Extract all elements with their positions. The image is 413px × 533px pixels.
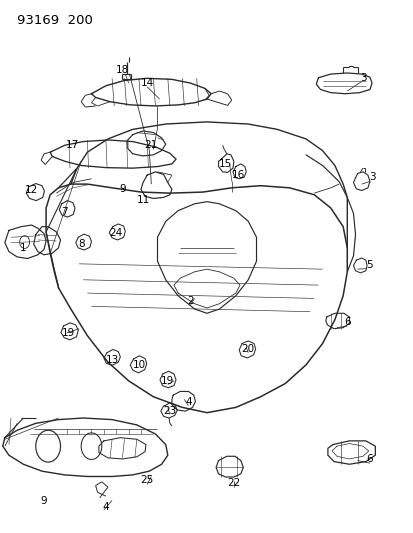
Text: 6: 6 (366, 454, 373, 464)
Text: 10: 10 (132, 360, 145, 370)
Text: 13: 13 (105, 354, 119, 365)
Text: 9: 9 (119, 184, 126, 195)
Text: 25: 25 (140, 475, 153, 485)
Text: 22: 22 (227, 478, 240, 488)
Text: 1: 1 (20, 243, 26, 253)
Text: 5: 5 (366, 260, 373, 270)
Text: 21: 21 (144, 140, 157, 150)
Text: 14: 14 (140, 78, 153, 88)
Text: 4: 4 (102, 502, 109, 512)
Text: 15: 15 (218, 159, 232, 169)
Text: 19: 19 (62, 328, 75, 338)
Text: 12: 12 (25, 185, 38, 196)
Text: 24: 24 (109, 228, 123, 238)
Text: 2: 2 (187, 296, 193, 306)
Text: 20: 20 (241, 344, 254, 354)
Text: 16: 16 (231, 169, 244, 180)
Text: 93169  200: 93169 200 (17, 14, 93, 27)
Text: 7: 7 (61, 207, 68, 217)
Text: 19: 19 (161, 376, 174, 386)
Text: 4: 4 (185, 397, 191, 407)
Text: 9: 9 (40, 496, 47, 506)
Text: 18: 18 (116, 65, 129, 75)
Text: 3: 3 (368, 172, 375, 182)
Text: 11: 11 (136, 195, 150, 205)
Text: 8: 8 (78, 239, 84, 248)
Text: 3: 3 (360, 73, 366, 83)
Text: 23: 23 (163, 406, 176, 416)
Text: 6: 6 (343, 317, 350, 327)
Text: 17: 17 (66, 140, 79, 150)
